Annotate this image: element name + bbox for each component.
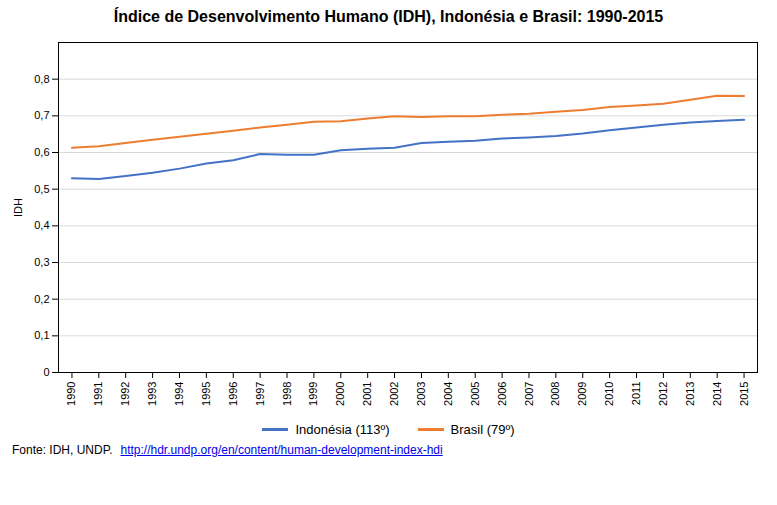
svg-text:2004: 2004 [442, 382, 454, 406]
svg-text:2002: 2002 [388, 382, 400, 406]
html-text:http://hdr.undp.org/en/content: http://hdr.undp.org/en/content/human-dev… [120, 443, 443, 457]
html-text:Indonésia (113º): Indonésia (113º) [295, 422, 390, 437]
svg-text:2012: 2012 [657, 382, 669, 406]
svg-text:0: 0 [43, 366, 49, 378]
svg-text:1996: 1996 [227, 382, 239, 406]
svg-text:1992: 1992 [119, 382, 131, 406]
svg-text:2006: 2006 [496, 382, 508, 406]
svg-text:2011: 2011 [630, 382, 642, 406]
svg-text:2005: 2005 [469, 382, 481, 406]
svg-text:1995: 1995 [200, 382, 212, 406]
html-text:Brasil (79º): Brasil (79º) [450, 422, 515, 437]
svg-text:2009: 2009 [576, 382, 588, 406]
svg-text:IDH: IDH [12, 198, 24, 217]
svg-text:0,3: 0,3 [34, 256, 49, 268]
svg-text:2014: 2014 [711, 382, 723, 406]
svg-text:2008: 2008 [549, 382, 561, 406]
svg-text:1998: 1998 [281, 382, 293, 406]
svg-text:1997: 1997 [254, 382, 266, 406]
svg-text:0,5: 0,5 [34, 183, 49, 195]
svg-text:2013: 2013 [684, 382, 696, 406]
svg-text:0,6: 0,6 [34, 146, 49, 158]
svg-text:2001: 2001 [361, 382, 373, 406]
svg-text:1991: 1991 [92, 382, 104, 406]
svg-text:1993: 1993 [146, 382, 158, 406]
svg-text:2000: 2000 [334, 382, 346, 406]
svg-text:2007: 2007 [523, 382, 535, 406]
svg-text:0,1: 0,1 [34, 329, 49, 341]
svg-text:1990: 1990 [65, 382, 77, 406]
html-text:Índice de Desenvolvimento Huma: Índice de Desenvolvimento Humano (IDH), … [113, 8, 664, 25]
svg-text:2015: 2015 [738, 382, 750, 406]
svg-text:0,2: 0,2 [34, 293, 49, 305]
svg-text:1999: 1999 [307, 382, 319, 406]
svg-text:2003: 2003 [415, 382, 427, 406]
html-text:Fonte: IDH, UNDP.: Fonte: IDH, UNDP. [12, 443, 113, 457]
svg-text:0,8: 0,8 [34, 73, 49, 85]
svg-text:1994: 1994 [173, 382, 185, 406]
svg-text:0,7: 0,7 [34, 109, 49, 121]
svg-text:0,4: 0,4 [34, 219, 49, 231]
svg-text:2010: 2010 [603, 382, 615, 406]
